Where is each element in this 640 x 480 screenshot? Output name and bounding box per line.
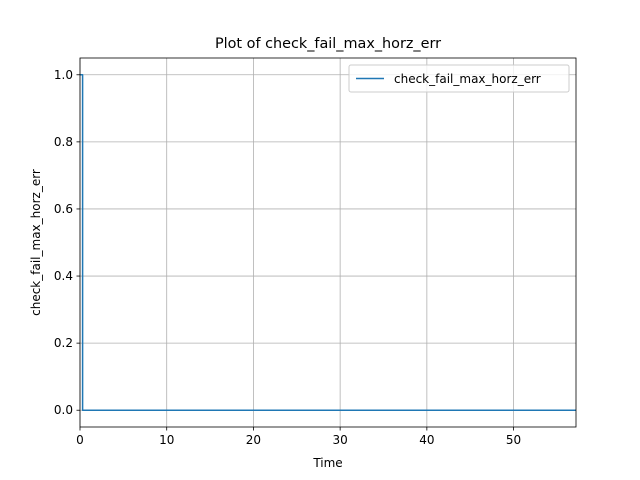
y-tick-label: 0.8	[54, 135, 73, 149]
y-tick-label: 0.2	[54, 336, 73, 350]
x-tick-label: 30	[332, 433, 347, 447]
x-tick-label: 0	[76, 433, 84, 447]
plot-area	[80, 58, 576, 427]
x-tick-label: 50	[506, 433, 521, 447]
x-tick-label: 10	[159, 433, 174, 447]
series-layer	[80, 74, 576, 411]
x-axis: 0 10 20 30 40 50	[76, 427, 521, 447]
y-tick-label: 0.6	[54, 202, 73, 216]
y-tick-label: 1.0	[54, 68, 73, 82]
plot-frame	[79, 57, 577, 428]
x-tick-label: 20	[246, 433, 261, 447]
legend-label: check_fail_max_horz_err	[394, 72, 541, 86]
chart-title: Plot of check_fail_max_horz_err	[215, 36, 441, 52]
legend: check_fail_max_horz_err	[348, 64, 570, 93]
y-axis: 0.0 0.2 0.4 0.6 0.8 1.0	[54, 68, 80, 417]
y-tick-label: 0.0	[54, 403, 73, 417]
legend-frame	[348, 64, 570, 93]
series-line	[80, 74, 576, 411]
x-axis-label: Time	[312, 456, 342, 470]
y-axis-label: check_fail_max_horz_err	[29, 169, 43, 316]
grid-lines	[79, 58, 576, 427]
x-tick-label: 40	[419, 433, 434, 447]
y-tick-label: 0.4	[54, 269, 73, 283]
